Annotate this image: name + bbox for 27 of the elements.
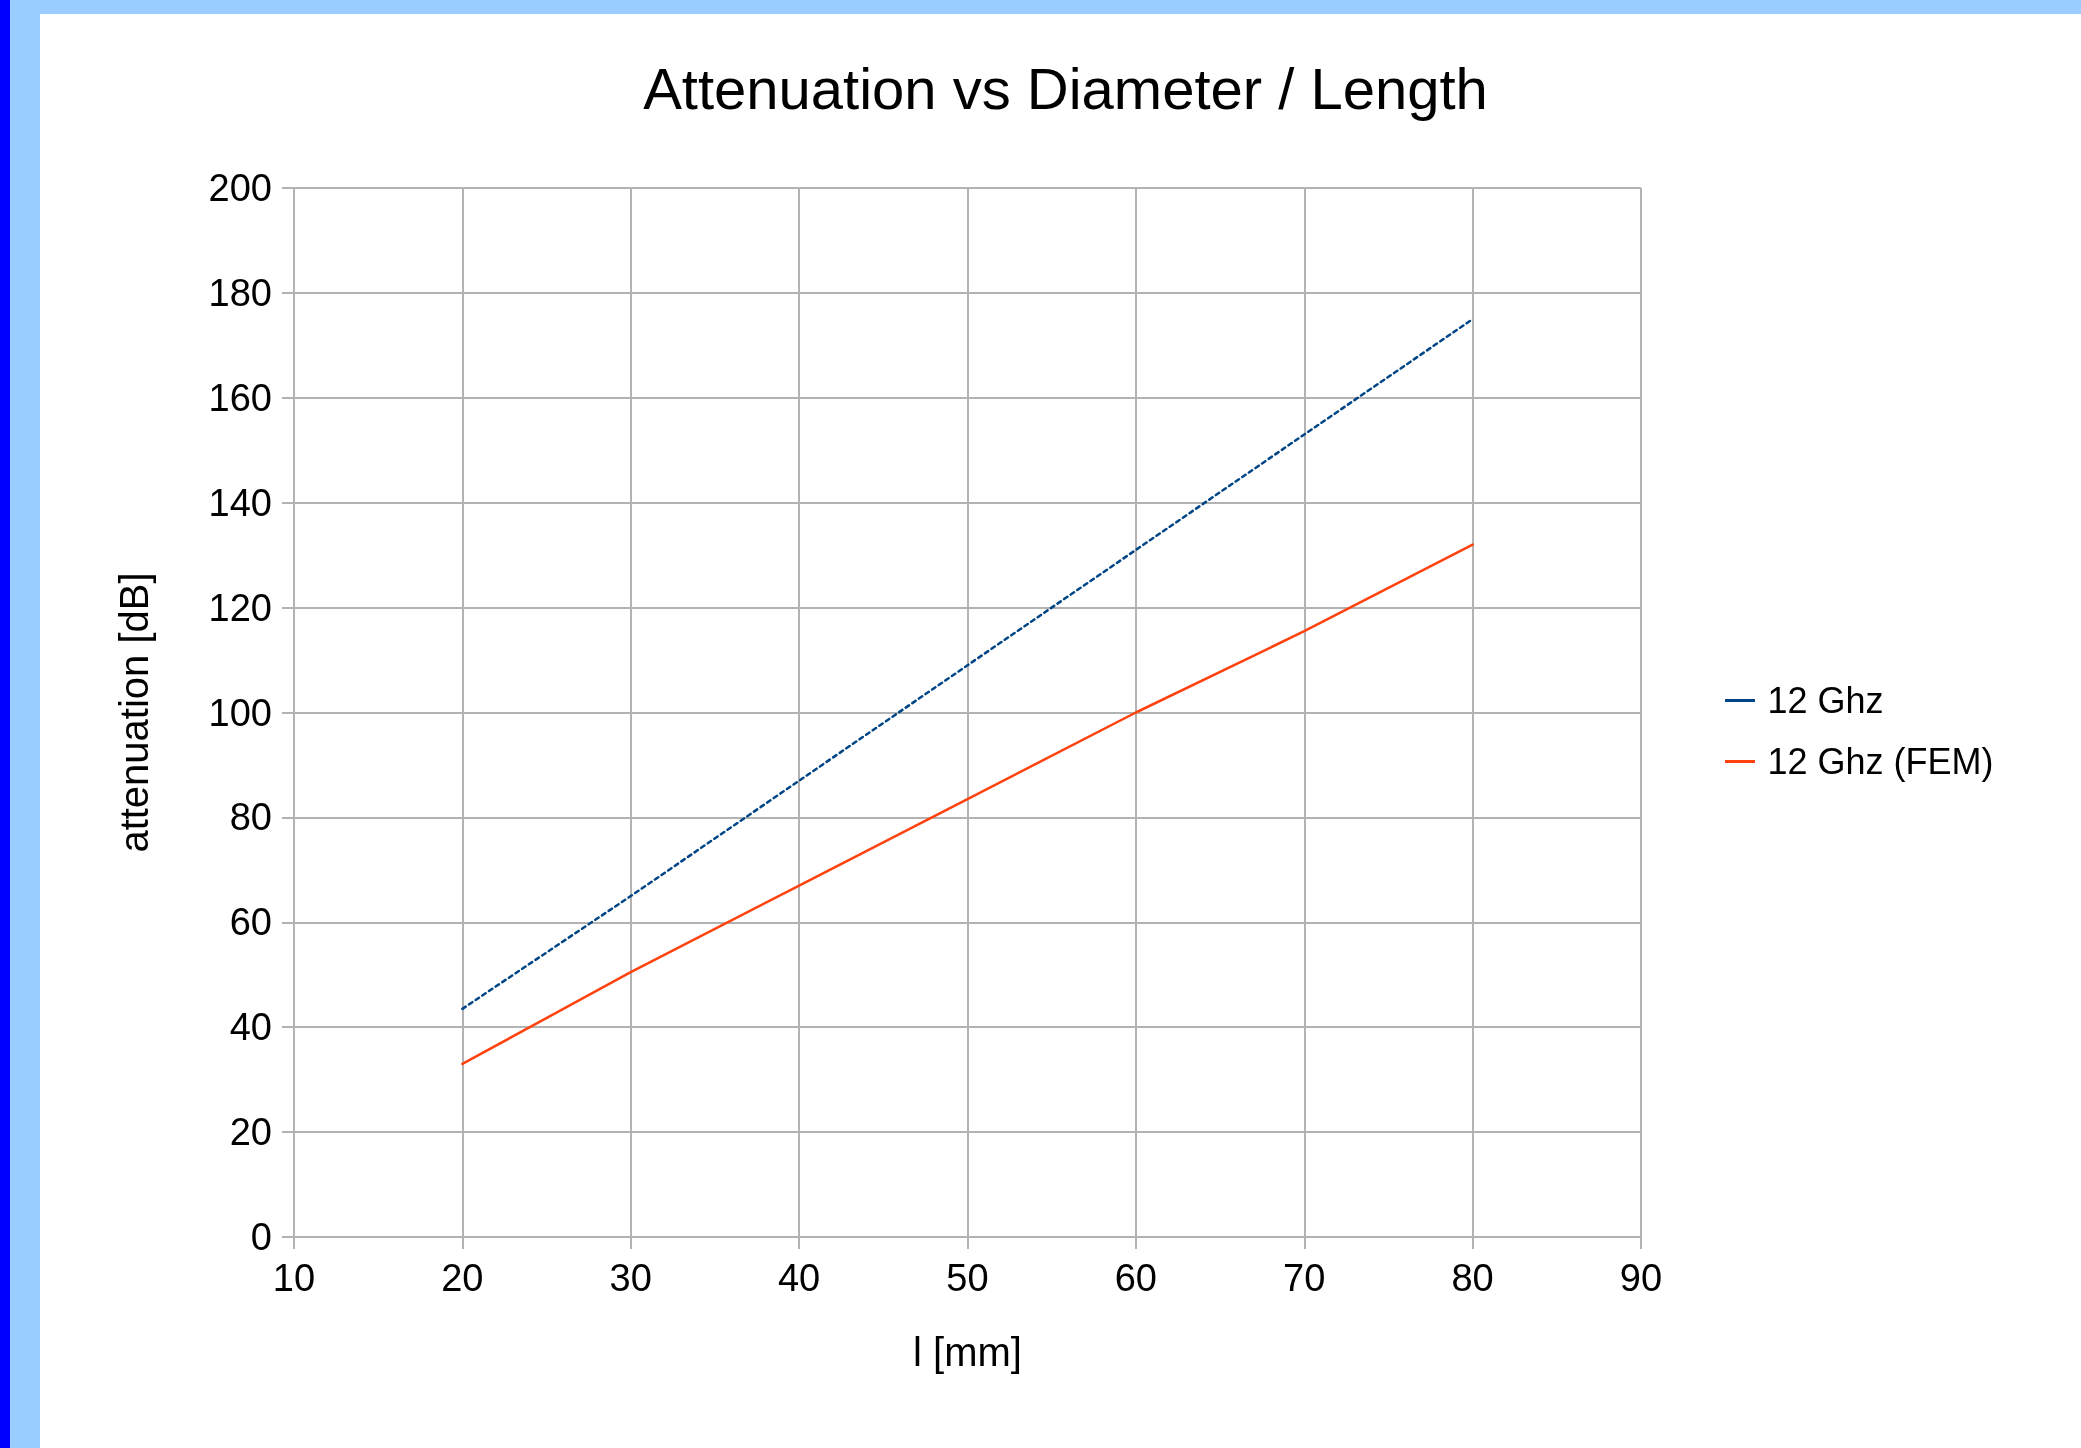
- y-tick-label: 60: [229, 901, 272, 944]
- y-tick-label: 20: [229, 1111, 272, 1154]
- x-tick-label: 70: [1283, 1257, 1326, 1299]
- line-series: [461, 317, 1474, 1011]
- y-tick-label: 200: [208, 167, 272, 209]
- x-tick-label: 40: [777, 1257, 821, 1299]
- y-tick-label: 40: [229, 1006, 272, 1049]
- y-tick-label: 100: [208, 691, 272, 734]
- legend-label: 12 Ghz (FEM): [1767, 741, 1994, 782]
- x-tick-label: 50: [946, 1257, 989, 1299]
- y-tick-label: 0: [250, 1216, 272, 1258]
- y-tick-label: 180: [208, 271, 272, 314]
- y-tick-label: 160: [208, 376, 272, 419]
- x-tick-label: 60: [1114, 1257, 1158, 1299]
- chart-title: Attenuation vs Diameter / Length: [643, 55, 1488, 121]
- legend-label: 12 Ghz: [1767, 680, 1884, 721]
- line-series: [461, 543, 1474, 1066]
- y-tick-label: 140: [208, 481, 272, 524]
- x-tick-label: 30: [609, 1257, 652, 1299]
- y-axis-title: attenuation [dB]: [112, 572, 156, 853]
- y-tick-label: 80: [229, 796, 272, 839]
- x-tick-label: 10: [272, 1257, 316, 1299]
- x-tick-label: 90: [1619, 1257, 1663, 1299]
- y-tick-label: 120: [208, 586, 272, 629]
- x-tick-label: 80: [1451, 1257, 1494, 1299]
- x-tick-label: 20: [441, 1257, 484, 1299]
- x-axis-title: l [mm]: [913, 1330, 1022, 1374]
